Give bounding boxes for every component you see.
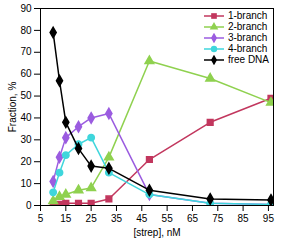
svg-text:80: 80 — [20, 25, 32, 36]
svg-text:95: 95 — [263, 213, 275, 224]
svg-text:Fraction, %: Fraction, % — [7, 82, 18, 133]
svg-text:0: 0 — [26, 200, 32, 211]
svg-text:[strep], nM: [strep], nM — [133, 227, 180, 238]
svg-text:30: 30 — [20, 134, 32, 145]
svg-text:45: 45 — [136, 213, 148, 224]
svg-text:15: 15 — [60, 213, 72, 224]
svg-text:65: 65 — [187, 213, 199, 224]
svg-text:75: 75 — [212, 213, 224, 224]
html-text:4-branch: 4-branch — [227, 43, 268, 54]
svg-text:90: 90 — [20, 3, 32, 14]
svg-text:50: 50 — [20, 90, 32, 101]
svg-text:25: 25 — [86, 213, 98, 224]
html-text:1-branch: 1-branch — [227, 10, 268, 21]
svg-text:40: 40 — [20, 112, 32, 123]
svg-text:10: 10 — [20, 178, 32, 189]
html-text:3-branch: 3-branch — [227, 32, 268, 43]
svg-text:20: 20 — [20, 156, 32, 167]
svg-text:85: 85 — [238, 213, 250, 224]
html-text:2-branch: 2-branch — [227, 21, 268, 32]
svg-text:70: 70 — [20, 46, 32, 57]
svg-text:35: 35 — [111, 213, 123, 224]
svg-text:55: 55 — [162, 213, 174, 224]
svg-text:60: 60 — [20, 68, 32, 79]
svg-text:5: 5 — [38, 213, 44, 224]
html-text:free DNA: free DNA — [227, 54, 269, 65]
